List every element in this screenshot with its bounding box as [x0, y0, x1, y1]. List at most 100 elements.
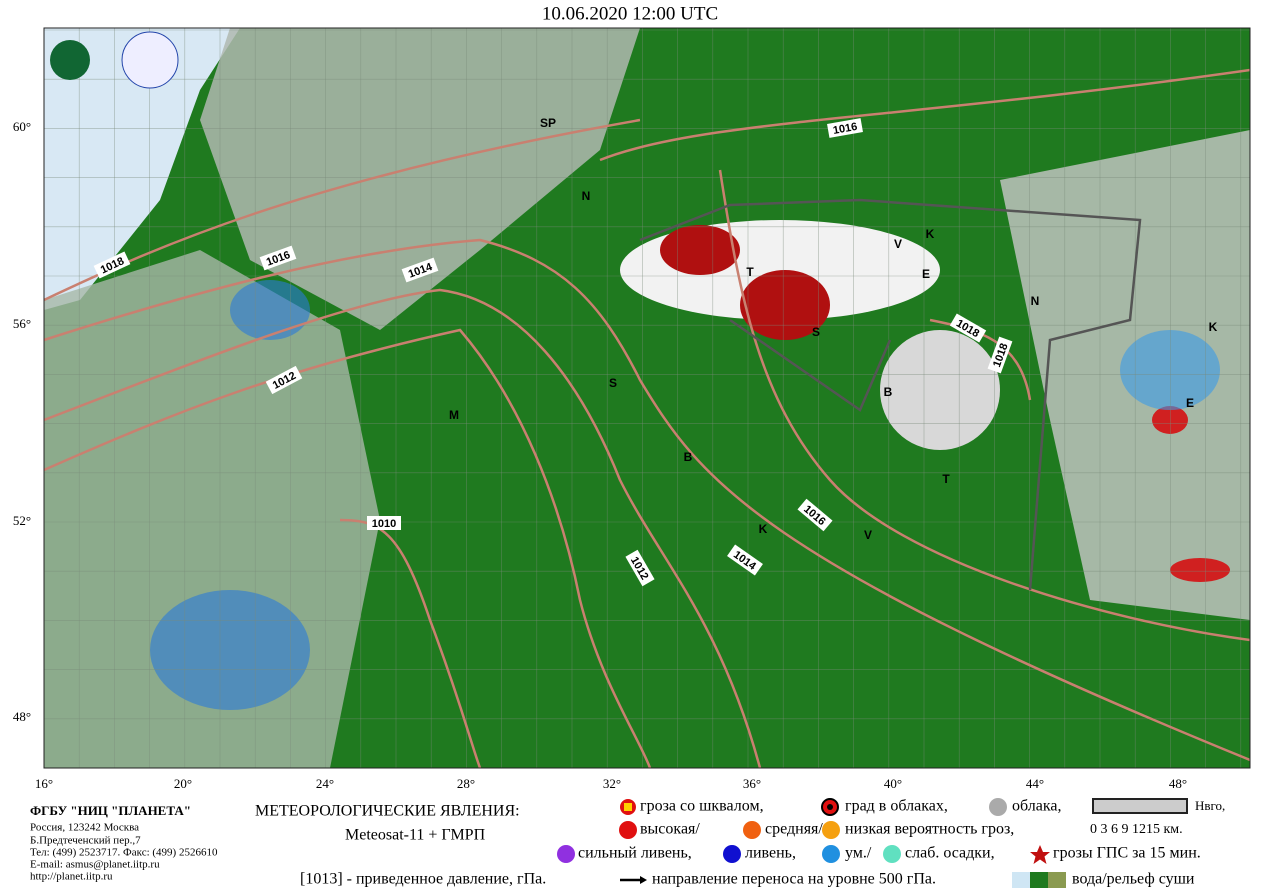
lat-label: 52° [13, 513, 31, 528]
org-line: E-mail: asmus@planet.iitp.ru [30, 859, 160, 871]
arrow [640, 876, 647, 884]
map-letter: S [609, 376, 617, 390]
legend-item: грозы ГПС за 15 мин. [1053, 845, 1201, 862]
map-letter: V [864, 528, 872, 542]
symbol [723, 845, 741, 863]
map-frame [43, 27, 1251, 769]
symbol [557, 845, 575, 863]
cloud-area [200, 28, 640, 330]
legend-item: средняя/ [765, 821, 823, 838]
legend-item: ливень, [745, 845, 796, 862]
legend-item: облака, [1012, 798, 1061, 815]
label-box [401, 257, 439, 283]
lon-label: 40° [884, 776, 902, 791]
symbol [1030, 845, 1050, 864]
label-box [987, 336, 1013, 374]
legend-item: ум./ [845, 845, 872, 862]
height-scale: 0 3 6 9 1215 км. [1090, 822, 1183, 837]
storm [740, 270, 830, 340]
isobar [718, 169, 1250, 642]
label-box [827, 118, 863, 138]
legend-item: гроза со шквалом, [640, 798, 764, 815]
legend-source: Meteosat-11 + ГМРП [345, 827, 486, 844]
map-letter: T [942, 472, 950, 486]
org-line: Тел: (499) 2523717. Факс: (499) 2526610 [30, 847, 218, 859]
sea [44, 28, 240, 310]
map-letter: M [449, 408, 459, 422]
symbol [989, 798, 1007, 816]
lat-label: 48° [13, 709, 31, 724]
isobar-value: 1010 [372, 518, 396, 530]
isobar-label: 1010 [367, 516, 401, 530]
isobar [599, 68, 1250, 162]
storm [1170, 558, 1230, 582]
lon-label: 32° [603, 776, 621, 791]
lat-label: 56° [13, 316, 31, 331]
map-letter: K [1209, 320, 1218, 334]
cloud [880, 330, 1000, 450]
pressure-note: [1013] - приведенное давление, гПа. [300, 871, 546, 888]
label-box [259, 245, 297, 271]
swatch [1012, 872, 1030, 888]
lon-label: 20° [174, 776, 192, 791]
symbol [624, 803, 632, 811]
isobar [44, 288, 762, 768]
precip [150, 590, 310, 710]
isobar [44, 328, 652, 768]
symbol [883, 845, 901, 863]
precip [1120, 330, 1220, 410]
org-line: Б.Предтеченский пер.,7 [30, 835, 141, 847]
symbol [822, 845, 840, 863]
terrain-note: вода/рельеф суши [1072, 871, 1195, 888]
isobar [44, 118, 641, 302]
symbol [619, 821, 637, 839]
wind-note: направление переноса на уровне 500 гПа. [652, 871, 936, 888]
storm [660, 225, 740, 275]
map-letter: B [684, 450, 693, 464]
height-title: Нвго, [1195, 798, 1225, 813]
map-letter: E [922, 267, 930, 281]
label-box [797, 498, 833, 532]
map-letter: SP [540, 116, 556, 130]
border [639, 198, 1142, 591]
logo [121, 31, 179, 89]
lon-label: 16° [35, 776, 53, 791]
symbol [827, 804, 833, 810]
symbol [822, 821, 840, 839]
map-letter: N [1031, 294, 1040, 308]
lon-label: 24° [316, 776, 334, 791]
label-box [727, 544, 763, 576]
legend-item: град в облаках, [845, 798, 948, 815]
isobar [44, 238, 1250, 762]
org-line: ФГБУ "НИЦ "ПЛАНЕТА" [30, 803, 191, 818]
lat-label: 60° [13, 119, 31, 134]
legend-item: сильный ливень, [578, 845, 692, 862]
label-box [949, 313, 987, 343]
label-box [625, 549, 655, 587]
lon-label: 48° [1169, 776, 1187, 791]
symbol [743, 821, 761, 839]
map: 1018 101610141012101010161018101810161014… [44, 28, 1250, 768]
map-letter: K [759, 522, 768, 536]
swatch [1048, 872, 1066, 888]
legend-heading: МЕТЕОРОЛОГИЧЕСКИЕ ЯВЛЕНИЯ: [255, 803, 520, 820]
lon-label: 28° [457, 776, 475, 791]
map-letter: B [884, 385, 893, 399]
label-box [367, 516, 401, 530]
legend-item: слаб. осадки, [905, 845, 995, 862]
lon-label: 44° [1026, 776, 1044, 791]
map-letter: K [926, 227, 935, 241]
map-letter: S [812, 325, 820, 339]
title: 10.06.2020 12:00 UTC [542, 3, 718, 24]
legend-item: низкая вероятность гроз, [845, 821, 1014, 838]
isobar-label: 1016 [827, 118, 863, 138]
org-line: http://planet.iitp.ru [30, 871, 113, 883]
map-letter: E [1186, 396, 1194, 410]
isobar-value: 1016 [832, 121, 858, 137]
logo [50, 40, 90, 80]
swatch [1030, 872, 1048, 888]
height-bar [1092, 798, 1188, 814]
lon-label: 36° [743, 776, 761, 791]
isobar [929, 318, 1032, 401]
